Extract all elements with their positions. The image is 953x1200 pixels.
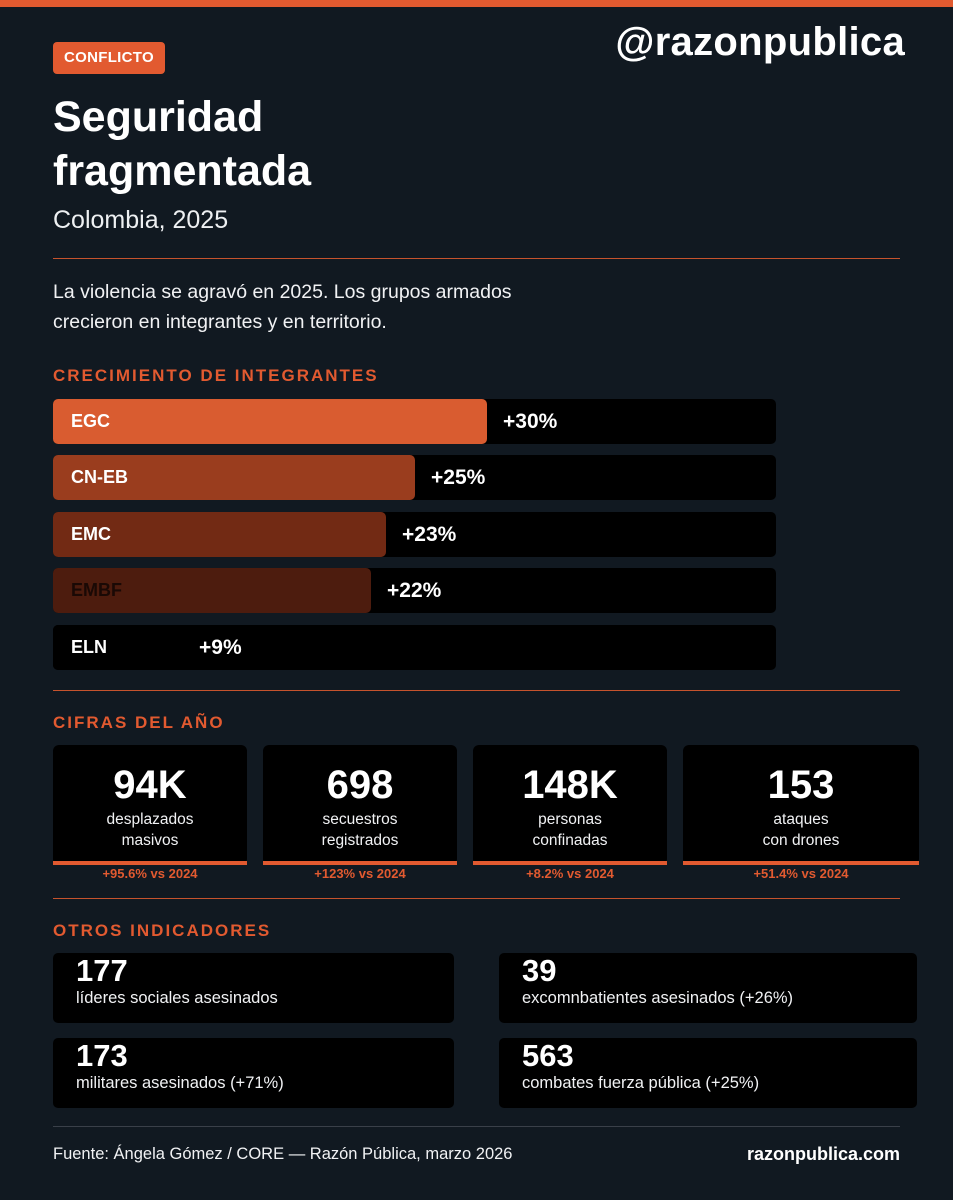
stat-label-line: secuestros [322,811,398,828]
divider [53,690,900,691]
stat-card-kidnappings: 698 secuestros registrados [263,745,457,865]
stat-label-line: desplazados [106,811,194,828]
stat-label-line: masivos [121,832,179,849]
stat-label-line: con drones [762,832,840,849]
intro-text: La violencia se agravó en 2025. Los grup… [53,281,512,333]
indicator-label: militares asesinados (+71%) [76,1074,284,1092]
stat-number: 148K [522,763,618,807]
bar-value: +30% [503,410,558,433]
stat-number: 698 [326,763,394,807]
bar-value: +25% [431,466,486,489]
bar-label: EGC [71,411,111,431]
stat-change: +8.2% vs 2024 [526,866,614,881]
indicator-number: 39 [522,953,557,988]
indicator-number: 563 [522,1038,574,1073]
bar-fill [53,625,183,670]
bar-value: +22% [387,579,442,602]
stat-label: ataques con drones [683,809,919,851]
bar-fill [53,455,415,500]
stat-change: +123% vs 2024 [314,866,406,881]
bar-fill [53,399,487,444]
page-title: Seguridad fragmentada [53,93,312,195]
top-accent-bar [0,0,953,7]
indicator-card: 563 combates fuerza pública (+25%) [499,1038,917,1108]
stat-accent-line [263,861,457,865]
page-subtitle: Colombia, 2025 [53,206,229,234]
category-tag: CONFLICTO [53,42,165,74]
indicator-card: 173 militares asesinados (+71%) [53,1038,454,1108]
stat-number: 153 [767,763,835,807]
stat-accent-line [683,861,919,865]
indicator-label: líderes sociales asesinados [76,989,278,1007]
indicator-card: 39 excomnbatientes asesinados (+26%) [499,953,917,1023]
members-heading: CRECIMIENTO DE INTEGRANTES [53,366,379,385]
bar-row-eln: ELN +9% [53,625,776,670]
bar-row-cn-eb: CN-EB +25% [53,455,776,500]
stat-number: 94K [113,763,187,807]
source-note: Fuente: Ángela Gómez / CORE — Razón Públ… [53,1145,513,1163]
bar-row-emc: EMC +23% [53,512,776,557]
stat-accent-line [473,861,667,865]
divider [53,898,900,899]
bar-label: ELN [71,637,107,657]
indicator-number: 177 [76,953,128,988]
footer-divider [53,1126,900,1127]
stat-label: secuestros registrados [263,809,457,851]
bar-row-egc: EGC +30% [53,399,776,444]
bar-fill [53,512,386,557]
site-link[interactable]: razonpublica.com [746,1144,900,1164]
bar-value: +9% [199,636,242,659]
bar-label: EMC [71,524,111,544]
bar-row-embf: EMBF +22% [53,568,776,613]
stat-accent-line [53,861,247,865]
stat-label: personas confinadas [473,809,667,851]
indicator-label: excomnbatientes asesinados (+26%) [522,989,794,1007]
brand-handle: @razonpublica [615,20,905,64]
stat-label-line: confinadas [532,832,608,849]
stat-label-line: registrados [321,832,399,849]
bar-value: +23% [402,523,457,546]
stat-label: desplazados masivos [53,809,247,851]
bar-label: EMBF [71,580,122,600]
other-indicators-heading: OTROS INDICADORES [53,921,272,940]
stat-change: +51.4% vs 2024 [753,866,849,881]
stat-card-drone-attacks: 153 ataques con drones [683,745,919,865]
bar-label: CN-EB [71,467,128,487]
indicator-label: combates fuerza pública (+25%) [522,1074,760,1092]
year-figures-heading: CIFRAS DEL AÑO [53,713,225,732]
indicator-number: 173 [76,1038,128,1073]
bar-fill [53,568,371,613]
stat-card-displaced: 94K desplazados masivos [53,745,247,865]
stat-label-line: ataques [773,811,829,828]
stat-label-line: personas [538,811,602,828]
divider [53,258,900,259]
stat-change: +95.6% vs 2024 [102,866,198,881]
stat-card-confined: 148K personas confinadas [473,745,667,865]
indicator-card: 177 líderes sociales asesinados [53,953,454,1023]
